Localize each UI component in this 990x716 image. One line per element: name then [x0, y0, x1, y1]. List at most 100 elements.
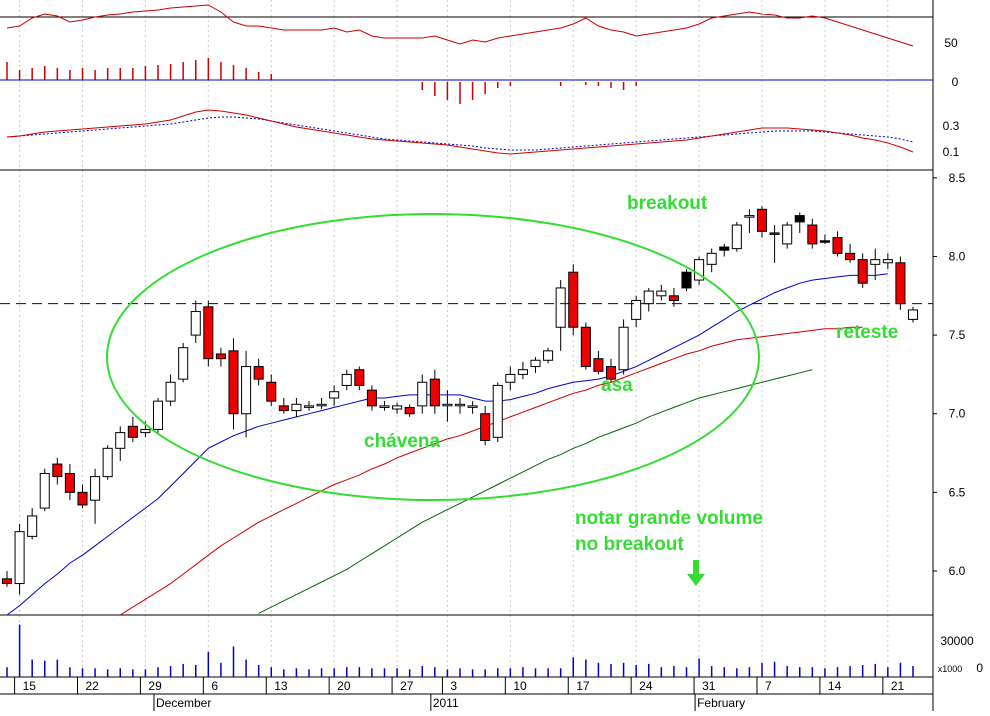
reteste-annotation: reteste [836, 322, 899, 343]
candlestick [480, 405, 491, 446]
candle-body [316, 403, 327, 407]
candlestick [618, 319, 629, 375]
candlestick [102, 445, 113, 480]
day-tick-label: 21 [891, 679, 905, 693]
candle-body [580, 326, 591, 368]
rsi-line [6, 4, 914, 47]
candle-body [907, 309, 919, 320]
candle-body [895, 262, 906, 305]
day-tick-label: 22 [86, 679, 100, 693]
candlestick [505, 366, 516, 391]
candle-body [77, 491, 88, 506]
rsi-tick-label: 50 [944, 36, 958, 50]
candlestick [593, 350, 604, 375]
candlestick [580, 322, 591, 370]
rsi-panel [0, 4, 933, 81]
candlestick [706, 248, 717, 273]
candle-body [39, 472, 50, 509]
panel-borders [0, 0, 934, 711]
candle-body [643, 290, 654, 305]
candle-body [568, 271, 579, 328]
day-tick-label: 27 [400, 679, 414, 693]
volume-zero-label: 0 [976, 661, 983, 675]
day-tick-label: 7 [765, 679, 772, 693]
candle-body [870, 259, 881, 265]
candlestick [530, 357, 541, 373]
candlestick [241, 350, 252, 438]
breakout-annotation: breakout [627, 193, 708, 214]
candlestick [895, 256, 906, 310]
candle-body [442, 403, 453, 407]
candle-body [681, 271, 692, 289]
price-tick-label: 7.0 [949, 407, 966, 421]
day-tick-label: 17 [576, 679, 590, 693]
day-tick-label: 3 [450, 679, 457, 693]
candle-body [341, 373, 352, 386]
candle-body [215, 353, 226, 360]
day-tick-label: 6 [211, 679, 218, 693]
candlestick [656, 284, 667, 301]
histogram-tick-label: 0 [952, 75, 959, 89]
candlestick [215, 347, 226, 367]
grid-layer [19, 0, 889, 677]
candle-body [291, 403, 302, 412]
candle-body [782, 224, 793, 245]
candle-body [668, 295, 679, 302]
candlestick [203, 300, 214, 367]
candle-body [807, 224, 818, 245]
candlestick [52, 457, 63, 485]
candle-body [392, 405, 403, 410]
day-tick-label: 29 [148, 679, 162, 693]
candle-body [769, 232, 780, 235]
volume-note-line2: no breakout [575, 534, 684, 555]
price-tick-label: 8.0 [949, 249, 966, 263]
candle-body [706, 252, 717, 265]
candle-body [719, 246, 730, 251]
volume-note-line1: notar grande volume [575, 508, 763, 529]
candlestick [266, 374, 277, 406]
candlestick [354, 366, 365, 391]
candlestick [316, 398, 327, 410]
candle-body [165, 381, 176, 402]
candle-body [190, 311, 201, 336]
candlestick [404, 404, 415, 417]
candle-body [467, 405, 478, 408]
candle-body [731, 224, 742, 250]
day-tick-label: 24 [639, 679, 653, 693]
candlestick [165, 374, 176, 406]
candle-body [102, 447, 113, 478]
macd-signal-line [6, 116, 914, 151]
price-tick-label: 6.5 [949, 485, 966, 499]
candlestick [178, 342, 189, 383]
candlestick [769, 225, 780, 263]
candlestick [253, 358, 264, 386]
candle-body [517, 369, 528, 375]
candle-body [14, 531, 25, 585]
macd-line [6, 109, 914, 155]
candle-body [1, 578, 13, 585]
candle-body [505, 373, 516, 383]
candle-body [90, 476, 101, 501]
macd-panel [6, 109, 914, 155]
candlestick [454, 398, 466, 414]
candlestick [870, 248, 881, 281]
candle-body [744, 215, 755, 218]
candle-body [605, 366, 617, 380]
candle-body [140, 428, 151, 434]
candlestick [14, 523, 25, 595]
candlestick [1, 570, 13, 587]
candle-body [152, 400, 164, 430]
candle-body [115, 432, 126, 449]
candle-body [857, 259, 868, 284]
month-tick-label: February [697, 696, 745, 710]
candlestick [27, 508, 38, 540]
volume-tick-label: 30000 [940, 634, 974, 648]
candlestick [605, 358, 617, 383]
candle-body [178, 347, 189, 380]
macd-tick-label: 0.3 [943, 119, 960, 133]
chavena-annotation: chávena [364, 431, 441, 452]
candlestick [492, 382, 503, 443]
candlestick [39, 468, 50, 512]
candle-body [492, 384, 503, 438]
candlestick [543, 347, 554, 364]
